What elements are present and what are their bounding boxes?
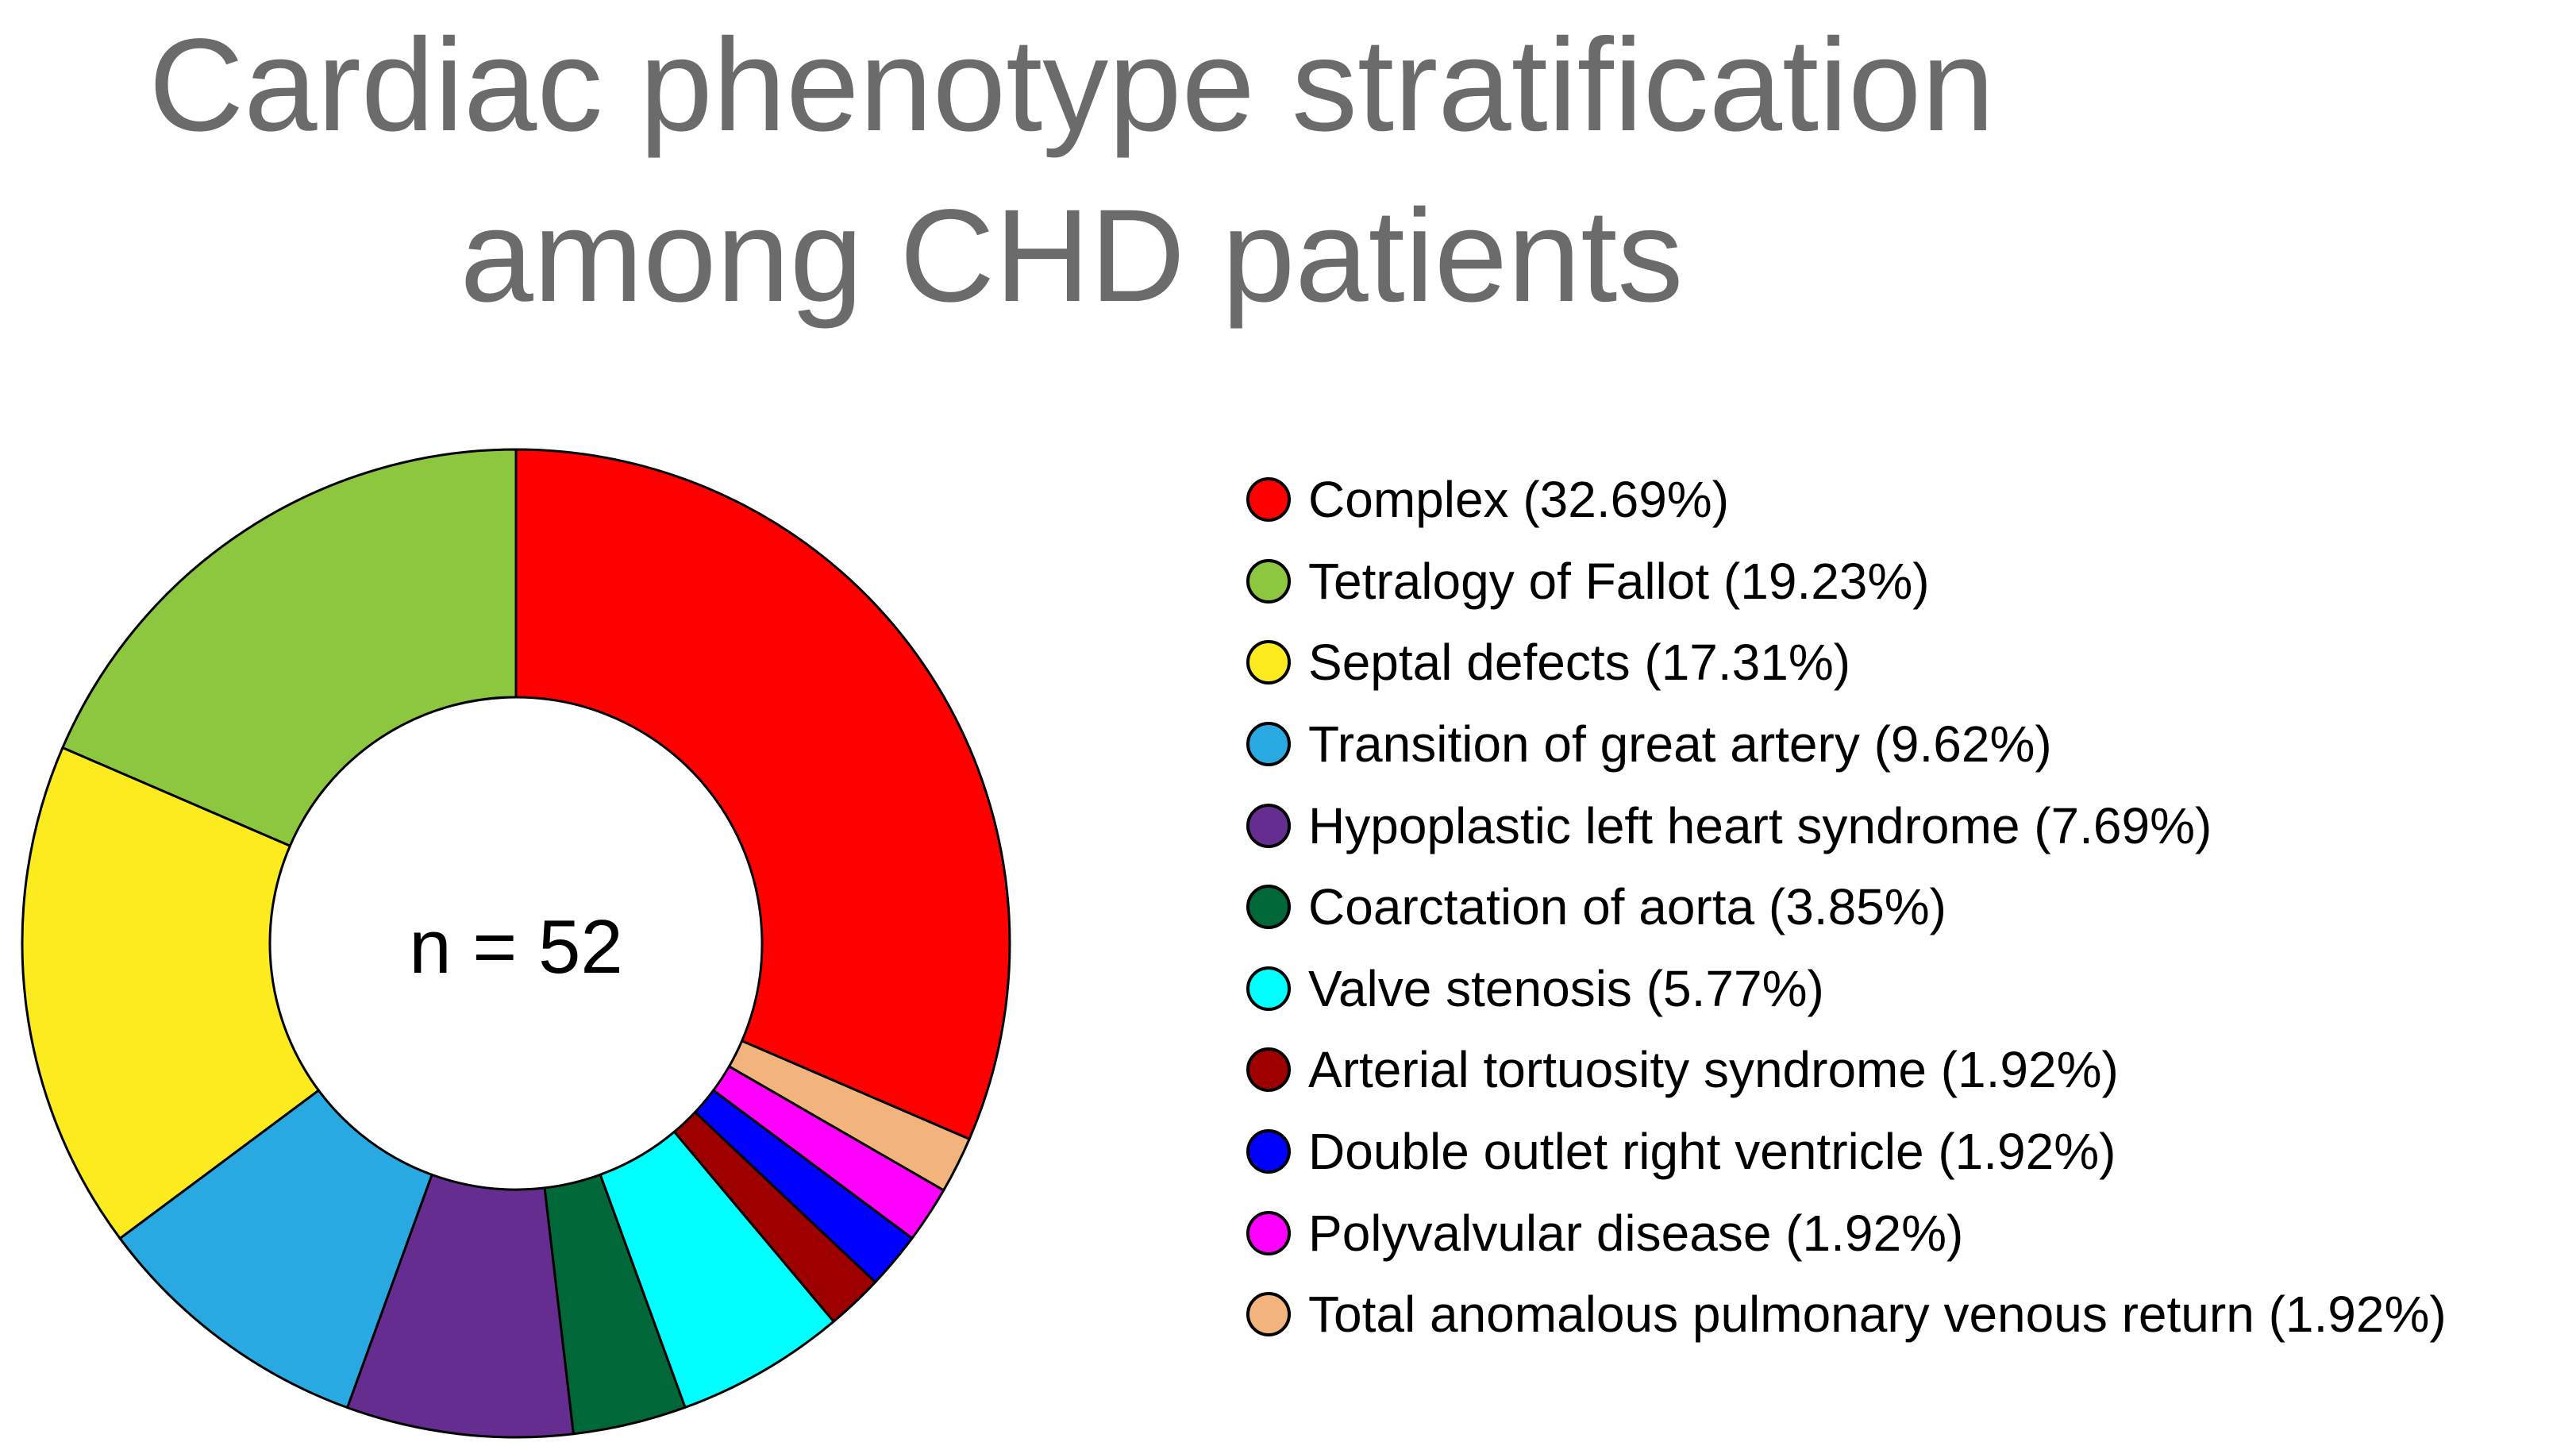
legend-label: Hypoplastic left heart syndrome (7.69%) — [1308, 796, 2212, 854]
chart-legend: Complex (32.69%) Tetralogy of Fallot (19.… — [1246, 459, 2447, 1356]
legend-label: Polyvalvular disease (1.92%) — [1308, 1204, 1964, 1262]
legend-item: Double outlet right ventricle (1.92%) — [1246, 1111, 2447, 1193]
donut-slices — [21, 448, 1011, 1439]
legend-swatch — [1246, 1210, 1291, 1255]
legend-item: Coarctation of aorta (3.85%) — [1246, 866, 2447, 948]
legend-item: Complex (32.69%) — [1246, 459, 2447, 541]
legend-label: Total anomalous pulmonary venous return … — [1308, 1286, 2447, 1344]
legend-swatch — [1246, 477, 1291, 523]
legend-label: Transition of great artery (9.62%) — [1308, 715, 2052, 773]
legend-item: Arterial tortuosity syndrome (1.92%) — [1246, 1029, 2447, 1111]
chart-title: Cardiac phenotype stratification among C… — [0, 0, 2143, 341]
legend-item: Transition of great artery (9.62%) — [1246, 704, 2447, 785]
legend-item: Polyvalvular disease (1.92%) — [1246, 1192, 2447, 1274]
legend-item: Valve stenosis (5.77%) — [1246, 948, 2447, 1030]
legend-item: Tetralogy of Fallot (19.23%) — [1246, 541, 2447, 623]
slice-septal-defects — [21, 746, 320, 1240]
center-label: n = 52 — [409, 904, 623, 989]
legend-swatch — [1246, 1047, 1291, 1093]
legend-swatch — [1246, 885, 1291, 930]
legend-swatch — [1246, 558, 1291, 604]
chart-title-line-1: Cardiac phenotype stratification — [148, 12, 1995, 159]
legend-swatch — [1246, 966, 1291, 1011]
legend-swatch — [1246, 803, 1291, 848]
legend-label: Double outlet right ventricle (1.92%) — [1308, 1123, 2116, 1181]
legend-swatch — [1246, 1129, 1291, 1174]
legend-swatch — [1246, 640, 1291, 685]
legend-swatch — [1246, 722, 1291, 767]
legend-swatch — [1246, 1292, 1291, 1337]
slice-complex — [514, 448, 1011, 1140]
legend-label: Coarctation of aorta (3.85%) — [1308, 878, 1946, 936]
legend-label: Tetralogy of Fallot (19.23%) — [1308, 552, 1930, 610]
legend-label: Complex (32.69%) — [1308, 471, 1729, 529]
legend-label: Septal defects (17.31%) — [1308, 634, 1851, 692]
slice-tetralogy-of-fallot — [61, 448, 518, 847]
legend-label: Arterial tortuosity syndrome (1.92%) — [1308, 1041, 2119, 1099]
legend-item: Total anomalous pulmonary venous return … — [1246, 1274, 2447, 1356]
legend-item: Hypoplastic left heart syndrome (7.69%) — [1246, 785, 2447, 866]
legend-item: Septal defects (17.31%) — [1246, 622, 2447, 704]
slice-transition-of-great-artery — [118, 1089, 433, 1410]
chart-title-line-2: among CHD patients — [460, 183, 1684, 330]
legend-label: Valve stenosis (5.77%) — [1308, 959, 1824, 1017]
